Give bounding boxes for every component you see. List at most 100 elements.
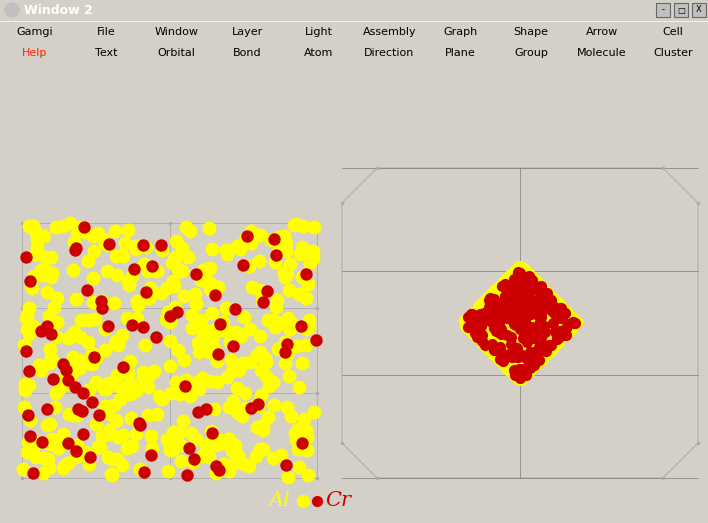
Point bbox=[534, 313, 545, 322]
Point bbox=[463, 318, 474, 326]
Point bbox=[525, 280, 537, 289]
Point bbox=[509, 362, 520, 371]
Point bbox=[23, 437, 34, 446]
Point bbox=[542, 335, 553, 343]
Point bbox=[144, 294, 155, 302]
Point bbox=[493, 317, 505, 326]
Point bbox=[110, 416, 122, 425]
Point bbox=[121, 444, 132, 452]
Point bbox=[508, 328, 519, 336]
Point bbox=[251, 423, 262, 431]
Point bbox=[539, 288, 550, 296]
Point bbox=[565, 322, 576, 330]
Point bbox=[524, 348, 535, 356]
Point bbox=[548, 304, 559, 313]
Point bbox=[96, 432, 108, 440]
Point bbox=[491, 324, 502, 332]
Circle shape bbox=[5, 3, 19, 17]
Point bbox=[492, 339, 503, 348]
Point bbox=[480, 299, 491, 307]
Point bbox=[508, 273, 520, 281]
Point bbox=[508, 362, 520, 370]
Point bbox=[509, 303, 520, 311]
Point bbox=[535, 282, 547, 290]
Point bbox=[187, 458, 198, 466]
Point bbox=[525, 308, 536, 316]
Point bbox=[531, 316, 542, 325]
Point bbox=[481, 310, 493, 318]
Point bbox=[506, 277, 518, 286]
Point bbox=[501, 317, 512, 326]
Point bbox=[539, 299, 551, 307]
Point bbox=[498, 293, 509, 301]
Point bbox=[475, 316, 486, 325]
Point bbox=[507, 302, 518, 311]
Point bbox=[156, 241, 167, 249]
Point bbox=[525, 326, 536, 335]
Point bbox=[508, 312, 520, 321]
Point bbox=[513, 356, 524, 364]
Point bbox=[518, 330, 530, 338]
Point bbox=[525, 339, 537, 348]
Point bbox=[72, 411, 83, 419]
Point bbox=[533, 317, 544, 325]
Point bbox=[505, 328, 516, 337]
Point bbox=[518, 368, 529, 376]
Point bbox=[525, 288, 537, 297]
Point bbox=[544, 331, 555, 339]
Point bbox=[523, 324, 535, 332]
Point bbox=[532, 359, 543, 367]
Point bbox=[547, 305, 559, 313]
Point bbox=[507, 319, 518, 327]
Point bbox=[519, 347, 530, 356]
Point bbox=[531, 357, 542, 366]
Point bbox=[486, 340, 498, 348]
Point bbox=[42, 322, 53, 330]
Point bbox=[487, 329, 498, 337]
Point bbox=[482, 309, 493, 317]
Point bbox=[530, 328, 542, 337]
Point bbox=[520, 296, 531, 304]
Point bbox=[211, 283, 222, 291]
Point bbox=[523, 298, 534, 306]
Point bbox=[529, 337, 540, 346]
Point bbox=[526, 318, 537, 326]
Point bbox=[514, 338, 525, 346]
Point bbox=[484, 336, 496, 344]
Point bbox=[497, 287, 508, 295]
Text: Direction: Direction bbox=[364, 48, 415, 58]
Point bbox=[524, 360, 535, 369]
Point bbox=[537, 329, 548, 338]
Point bbox=[520, 330, 531, 338]
Point bbox=[482, 330, 493, 338]
Point bbox=[506, 286, 517, 294]
Point bbox=[550, 336, 561, 345]
Point bbox=[302, 433, 313, 441]
Point bbox=[557, 311, 569, 320]
Point bbox=[535, 327, 546, 336]
Point bbox=[532, 290, 543, 299]
Point bbox=[62, 439, 74, 447]
Point bbox=[143, 372, 154, 380]
Point bbox=[506, 340, 518, 349]
Point bbox=[537, 334, 549, 343]
Point bbox=[561, 308, 573, 316]
Point bbox=[529, 325, 540, 334]
Point bbox=[501, 340, 513, 349]
Point bbox=[550, 328, 561, 337]
Point bbox=[309, 408, 320, 416]
Point bbox=[515, 292, 527, 301]
Point bbox=[472, 314, 484, 323]
Point bbox=[498, 283, 510, 291]
Point bbox=[508, 363, 520, 371]
Point bbox=[480, 299, 491, 308]
Point bbox=[525, 346, 537, 355]
Point bbox=[507, 338, 518, 347]
Point bbox=[309, 223, 320, 231]
Point bbox=[539, 344, 551, 353]
Point bbox=[146, 444, 157, 452]
Point bbox=[523, 359, 535, 367]
Point bbox=[478, 301, 489, 309]
Point bbox=[103, 426, 114, 435]
Point bbox=[204, 377, 215, 385]
